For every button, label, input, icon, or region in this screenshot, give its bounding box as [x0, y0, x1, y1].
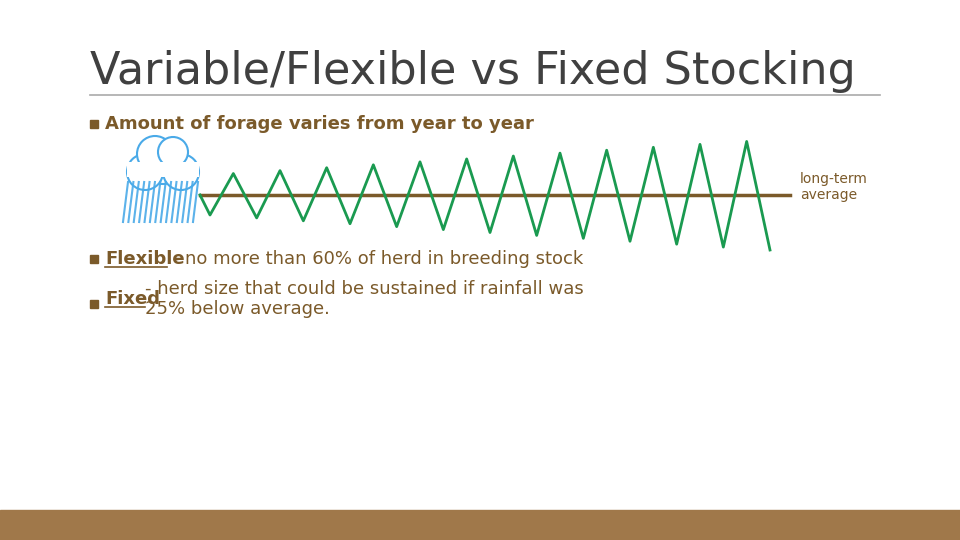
- Text: - herd size that could be sustained if rainfall was
25% below average.: - herd size that could be sustained if r…: [145, 280, 584, 319]
- Text: Amount of forage varies from year to year: Amount of forage varies from year to yea…: [105, 115, 534, 133]
- Text: - no more than 60% of herd in breeding stock: - no more than 60% of herd in breeding s…: [167, 250, 584, 268]
- Text: long-term
average: long-term average: [800, 172, 868, 202]
- Circle shape: [137, 136, 173, 172]
- Circle shape: [158, 137, 188, 167]
- Text: Flexible: Flexible: [105, 250, 184, 268]
- Text: Fixed: Fixed: [105, 290, 160, 308]
- Circle shape: [141, 140, 185, 184]
- Text: Variable/Flexible vs Fixed Stocking: Variable/Flexible vs Fixed Stocking: [90, 50, 855, 93]
- Bar: [90, 255, 98, 263]
- Bar: [90, 120, 98, 128]
- Circle shape: [127, 154, 163, 190]
- Bar: [127, 162, 199, 177]
- Circle shape: [163, 154, 199, 190]
- Bar: [90, 300, 98, 308]
- Bar: [0, 510, 960, 540]
